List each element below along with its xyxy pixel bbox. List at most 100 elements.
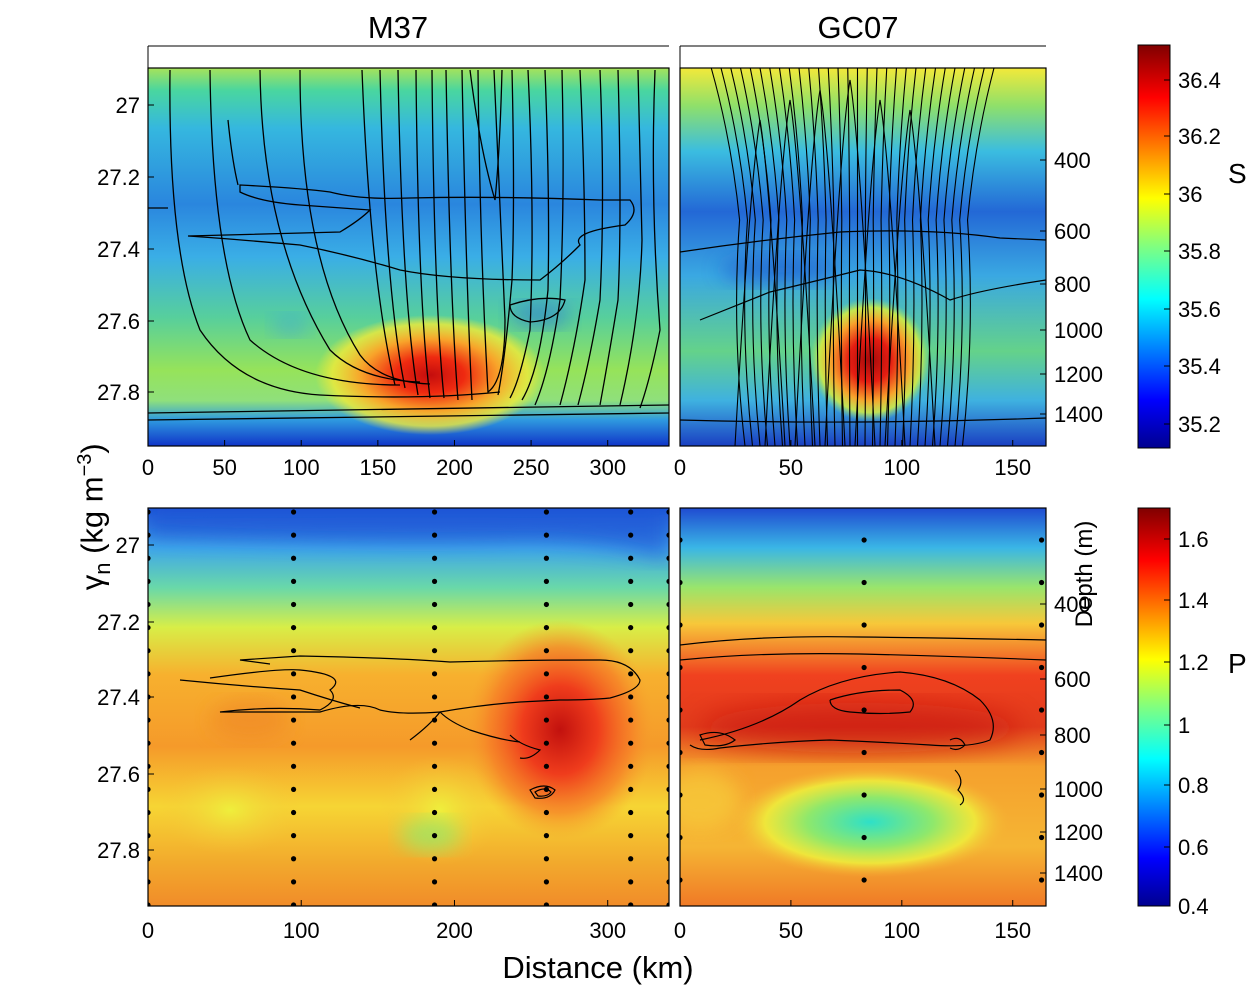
- x-tick-label-top-left: 100: [283, 455, 320, 480]
- y-tick-label-bottom: 27.6: [97, 762, 140, 787]
- station-sample-dot: [290, 833, 297, 839]
- station-sample-dot: [148, 555, 151, 561]
- depth-tick-label-bottom: 1400: [1054, 861, 1103, 886]
- station-sample-dot: [680, 664, 683, 671]
- y-tick-label-bottom: 27.2: [97, 610, 140, 635]
- colorbar-s-tick-label: 35.4: [1178, 354, 1221, 379]
- station-sample-dot: [148, 740, 151, 746]
- x-tick-label-top-right: 0: [674, 455, 686, 480]
- x-tick-label-top-left: 50: [212, 455, 236, 480]
- station-sample-dot: [628, 694, 634, 700]
- station-sample-dot: [666, 671, 669, 677]
- contour-line: [939, 68, 966, 446]
- station-sample-dot: [431, 786, 438, 793]
- station-sample-dot: [628, 879, 634, 885]
- contour-line: [909, 68, 927, 446]
- y-axis-label: γn (kg m−3): [74, 352, 116, 682]
- station-sample-dot: [148, 763, 151, 769]
- plot-frame-top-right: [679, 67, 1047, 447]
- x-tick-label-top-right: 50: [779, 455, 803, 480]
- contour-line: [854, 99, 906, 446]
- x-tick-label-top-right: 100: [883, 455, 920, 480]
- station-sample-dot: [148, 671, 151, 677]
- station-sample-dot: [290, 879, 297, 885]
- y-axis-label-units-sup: −3: [74, 453, 97, 477]
- station-sample-dot: [628, 555, 634, 561]
- station-sample-dot: [431, 763, 438, 769]
- station-sample-dot: [1038, 792, 1045, 798]
- station-sample-dot: [431, 879, 438, 885]
- colorbar-s-tick-label: 36.4: [1178, 68, 1221, 93]
- station-sample-dot: [543, 833, 550, 839]
- colorbar-p-tick-label: 1: [1178, 713, 1190, 738]
- station-sample-dot: [148, 509, 151, 515]
- station-sample-dot: [148, 856, 151, 862]
- station-sample-dot: [543, 879, 550, 885]
- station-sample-dot: [628, 809, 634, 816]
- contour-line: [946, 68, 976, 446]
- y-axis-label-units: (kg m: [74, 476, 110, 554]
- x-tick-label-bottom-right: 100: [883, 918, 920, 943]
- contour-line: [808, 68, 821, 446]
- colorbar-s-tick-label: 36: [1178, 182, 1202, 207]
- station-sample-dot: [1038, 707, 1045, 713]
- y-tick-label-top: 27.2: [97, 165, 140, 190]
- heatmap-m37-salinity: [148, 68, 669, 446]
- x-tick-label-top-left: 250: [513, 455, 550, 480]
- contour-line: [864, 68, 868, 446]
- station-sample-dot: [148, 624, 151, 631]
- station-sample-dot: [666, 833, 669, 839]
- contour-line: [794, 89, 846, 446]
- contour-line: [884, 109, 936, 446]
- station-sample-dot: [431, 717, 438, 723]
- contour-line: [847, 68, 851, 446]
- depth-tick-label-top: 1200: [1054, 362, 1103, 387]
- contour-line: [759, 68, 784, 446]
- panel-title-m37: M37: [367, 10, 429, 45]
- contour-line: [764, 99, 816, 446]
- y-tick-label-bottom: 27.8: [97, 838, 140, 863]
- station-sample-dot: [861, 622, 867, 628]
- x-axis-label: Distance (km): [502, 950, 694, 985]
- x-tick-label-top-right: 150: [994, 455, 1031, 480]
- depth-axis-label: Depth (m): [1071, 520, 1098, 628]
- station-sample-dot: [666, 532, 669, 538]
- colorbar-p-tick-label: 1.4: [1178, 588, 1209, 613]
- station-sample-dot: [148, 648, 151, 654]
- station-sample-dot: [290, 555, 297, 561]
- station-sample-dot: [666, 809, 669, 816]
- heatmap-m37-p: [148, 508, 669, 906]
- station-sample-dot: [628, 601, 634, 608]
- station-sample-dot: [431, 624, 438, 631]
- station-sample-dot: [290, 624, 297, 631]
- contour-line: [720, 68, 754, 446]
- x-tick-label-top-left: 200: [436, 455, 473, 480]
- x-tick-label-bottom-right: 0: [674, 918, 686, 943]
- colorbar-p-tick-label: 1.6: [1178, 527, 1209, 552]
- y-tick-label-bottom: 27.4: [97, 685, 140, 710]
- station-sample-dot: [148, 879, 151, 885]
- station-sample-dot: [666, 902, 669, 906]
- station-sample-dot: [431, 532, 438, 538]
- colorbar-s-tick-label: 35.6: [1178, 297, 1221, 322]
- station-sample-dot: [543, 601, 550, 608]
- y-tick-label-bottom: 27: [116, 533, 140, 558]
- contour-line: [931, 68, 956, 446]
- y-tick-label-top: 27.8: [97, 380, 140, 405]
- station-sample-dot: [431, 671, 438, 677]
- station-sample-dot: [666, 740, 669, 746]
- x-tick-label-top-left: 300: [589, 455, 626, 480]
- station-sample-dot: [628, 763, 634, 769]
- station-sample-dot: [290, 532, 297, 538]
- contour-line: [871, 68, 878, 446]
- contour-line: [879, 68, 888, 446]
- station-sample-dot: [543, 902, 550, 906]
- colorbar-s-tick-label: 36.2: [1178, 124, 1221, 149]
- station-sample-dot: [543, 856, 550, 862]
- depth-tick-label-bottom: 1200: [1054, 820, 1103, 845]
- contour-line: [798, 68, 814, 446]
- station-sample-dot: [628, 717, 634, 723]
- station-sample-dot: [1038, 749, 1045, 756]
- colorbar-p-tick-label: 0.6: [1178, 835, 1209, 860]
- station-sample-dot: [1038, 834, 1045, 841]
